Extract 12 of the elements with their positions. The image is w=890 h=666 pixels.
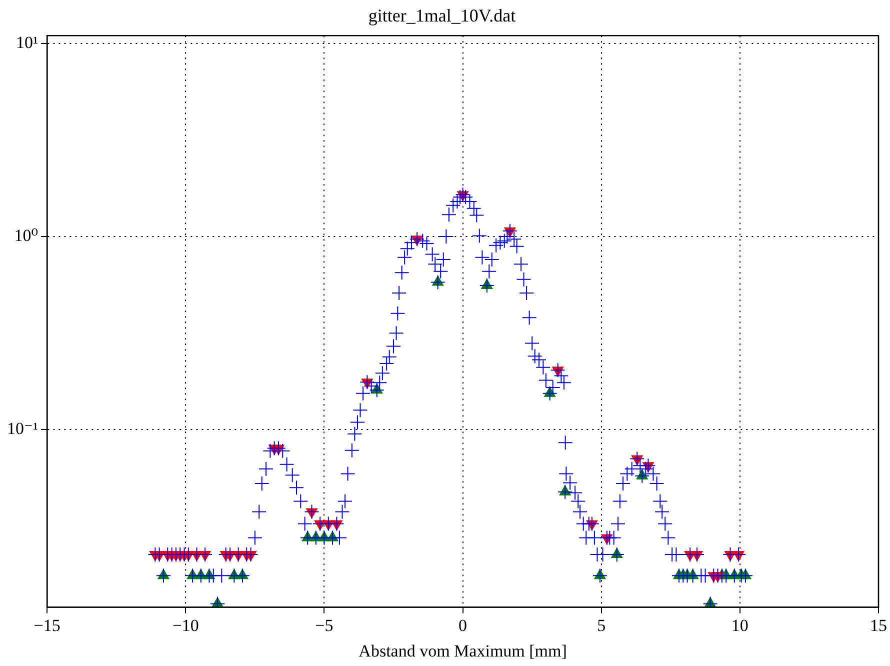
y-tick-label: 10¹ [16, 33, 38, 52]
x-tick-label: 10 [731, 616, 748, 635]
x-tick-label: 15 [870, 616, 887, 635]
y-tick-label: 10⁻¹ [6, 418, 38, 438]
chart-title: gitter_1mal_10V.dat [368, 6, 516, 26]
x-tick-label: 0 [458, 616, 468, 635]
y-tick-label: 10⁰ [14, 226, 38, 246]
x-tick-label: −15 [34, 616, 60, 635]
x-tick-label: 5 [597, 616, 606, 635]
x-tick-label: −10 [172, 616, 199, 635]
x-tick-label: −5 [315, 616, 334, 635]
x-axis-title: Abstand vom Maximum [mm] [358, 641, 567, 660]
